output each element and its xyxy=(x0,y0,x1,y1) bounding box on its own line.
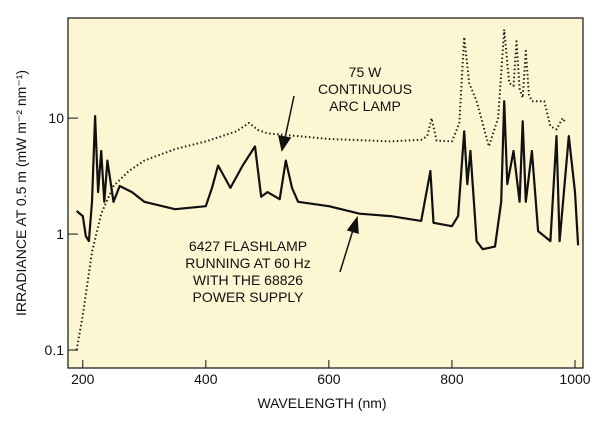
annotation: 75 W xyxy=(349,64,382,80)
x-tick-label: 600 xyxy=(317,371,341,387)
y-tick-label: 1 xyxy=(56,226,64,242)
y-tick-label: 10 xyxy=(48,110,64,126)
arrow xyxy=(284,95,295,139)
annotation-arrows xyxy=(278,95,359,273)
x-tick-label: 1000 xyxy=(559,371,590,387)
annotation: CONTINUOUS xyxy=(318,81,412,97)
annotation: WITH THE 68826 xyxy=(193,272,303,288)
annotation: 6427 FLASHLAMP xyxy=(189,238,307,254)
annotation: POWER SUPPLY xyxy=(193,289,305,305)
y-axis-label: IRRADIANCE AT 0.5 m (mW m⁻² nm⁻¹) xyxy=(13,70,29,316)
y-tick-label: 0.1 xyxy=(45,342,65,358)
x-axis-label: WAVELENGTH (nm) xyxy=(257,395,386,411)
x-tick-label: 800 xyxy=(440,371,464,387)
annotation: ARC LAMP xyxy=(329,98,401,114)
arrowhead xyxy=(278,135,292,152)
plot-area xyxy=(67,17,584,369)
arrowhead xyxy=(346,215,359,235)
arrow xyxy=(339,229,354,273)
x-tick-label: 200 xyxy=(71,371,95,387)
series-line xyxy=(75,100,580,251)
series-line xyxy=(75,28,567,351)
x-tick-label: 400 xyxy=(194,371,218,387)
annotation: RUNNING AT 60 Hz xyxy=(185,255,311,271)
